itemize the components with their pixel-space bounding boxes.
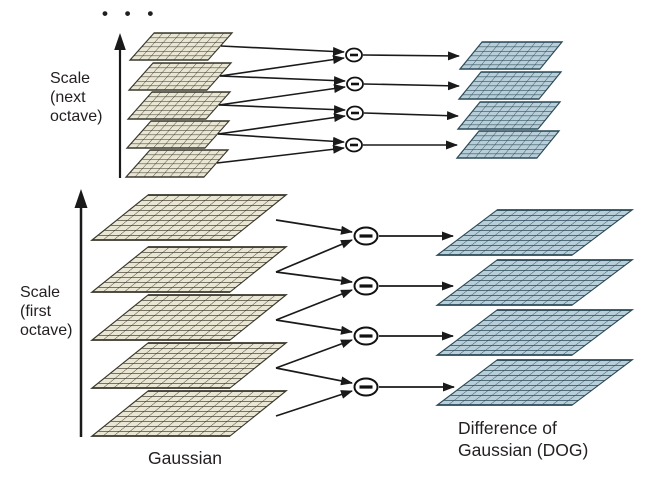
minus-operator xyxy=(345,137,363,153)
svg-text:octave): octave) xyxy=(20,322,72,339)
gaussian-image-grid xyxy=(90,390,289,437)
gaussian-image-grid-small xyxy=(127,62,233,91)
dog-image-grid-small xyxy=(456,101,562,130)
dog-image-grid-small xyxy=(455,130,561,159)
minus-operator xyxy=(353,226,379,246)
gaussian-image-grid xyxy=(90,246,289,293)
gaussian-image-grid xyxy=(90,342,289,389)
axis-arrowhead-icon xyxy=(114,33,126,50)
svg-text:Scale: Scale xyxy=(50,70,90,87)
subtraction-input-arrows-top xyxy=(216,45,346,164)
minus-operator xyxy=(345,47,363,63)
svg-text:octave): octave) xyxy=(50,108,102,125)
gaussian-image-grid xyxy=(90,294,289,341)
scale-first-octave-label: Scale (first octave) xyxy=(20,284,72,339)
continuation-dots: • • • xyxy=(102,4,159,23)
gaussian-image-grid-small xyxy=(126,91,232,120)
svg-text:Difference of: Difference of xyxy=(458,418,557,438)
svg-text:Gaussian (DOG): Gaussian (DOG) xyxy=(458,440,588,460)
dog-image-grid-small xyxy=(458,41,564,70)
gaussian-image-grid-small xyxy=(128,32,234,61)
minus-operator xyxy=(353,326,379,346)
dog-image-grid xyxy=(435,209,635,256)
minus-operator xyxy=(346,105,364,121)
dog-column-label: Difference of Gaussian (DOG) xyxy=(458,418,588,460)
dog-image-grid xyxy=(435,359,635,406)
gaussian-image-grid xyxy=(90,194,289,241)
svg-text:(first: (first xyxy=(20,303,52,320)
gaussian-image-grid-small xyxy=(124,149,230,178)
minus-operator-nodes-top xyxy=(345,47,364,153)
minus-operator xyxy=(353,377,379,397)
scale-axis-next-octave xyxy=(114,33,126,178)
minus-operator xyxy=(346,76,364,92)
dog-output-arrows-bottom xyxy=(379,231,455,392)
minus-operator xyxy=(353,276,379,296)
subtraction-input-arrows-bottom xyxy=(275,219,353,417)
minus-operator-nodes-bottom xyxy=(353,226,379,397)
svg-text:Scale: Scale xyxy=(20,284,60,301)
dog-image-grid-small xyxy=(457,71,563,100)
gaussian-column-label: Gaussian xyxy=(148,448,222,468)
scale-axis-first-octave xyxy=(74,189,88,437)
dog-image-grid xyxy=(435,309,635,356)
gaussian-image-grid-small xyxy=(125,120,231,149)
dog-image-grid xyxy=(435,259,635,306)
scale-next-octave-label: Scale (next octave) xyxy=(50,70,102,125)
dog-output-arrows-top xyxy=(362,51,460,150)
axis-arrowhead-icon xyxy=(74,189,88,208)
svg-text:(next: (next xyxy=(50,89,86,106)
